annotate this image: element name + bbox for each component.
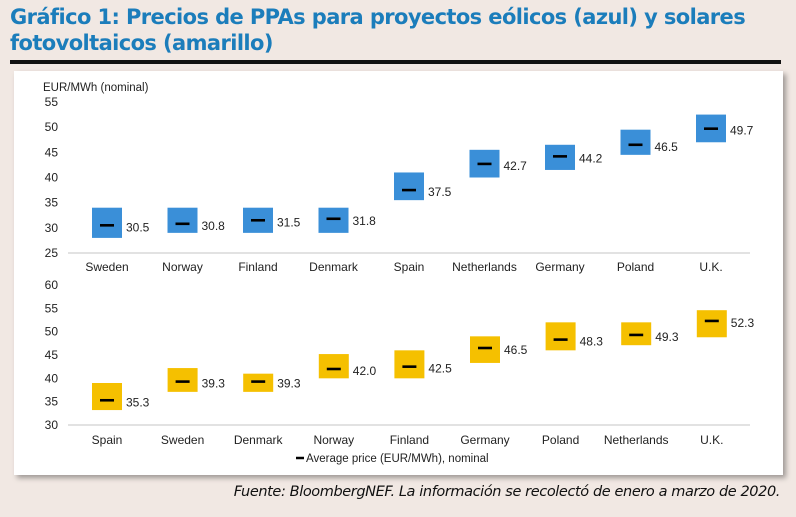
wind-y-tick: 55 xyxy=(45,95,59,109)
wind-data-label: 49.7 xyxy=(730,124,754,138)
solar-x-tick: U.K. xyxy=(700,433,723,447)
solar-y-tick: 55 xyxy=(45,301,59,315)
solar-data-label: 39.3 xyxy=(202,377,226,391)
solar-range-bar xyxy=(545,322,576,351)
legend-label: Average price (EUR/MWh), nominal xyxy=(306,453,489,465)
wind-x-tick: Sweden xyxy=(85,260,128,274)
solar-range-bar xyxy=(470,336,500,363)
solar-data-label: 35.3 xyxy=(126,395,150,409)
wind-x-tick: Netherlands xyxy=(452,260,517,274)
wind-data-label: 46.5 xyxy=(655,140,679,154)
wind-data-label: 42.7 xyxy=(504,159,528,173)
solar-data-label: 39.3 xyxy=(277,377,301,391)
wind-data-label: 31.8 xyxy=(353,214,377,228)
solar-y-tick: 30 xyxy=(45,418,59,432)
solar-range-bar xyxy=(394,350,425,379)
wind-y-tick: 30 xyxy=(45,221,59,235)
wind-data-label: 30.8 xyxy=(202,219,226,233)
solar-x-tick: Sweden xyxy=(161,433,204,447)
wind-x-tick: Poland xyxy=(617,260,654,274)
solar-x-tick: Germany xyxy=(460,433,509,447)
wind-range-bar xyxy=(620,129,651,155)
wind-range-bar xyxy=(92,207,122,238)
wind-range-bar xyxy=(394,172,424,201)
wind-x-tick: Spain xyxy=(394,260,425,274)
solar-data-label: 49.3 xyxy=(655,330,679,344)
wind-y-tick: 25 xyxy=(45,246,59,260)
solar-range-bar xyxy=(318,354,349,379)
solar-range-bar xyxy=(92,383,122,411)
solar-y-tick: 60 xyxy=(45,278,59,292)
wind-range-bar xyxy=(167,207,198,233)
solar-range-bar xyxy=(167,368,198,392)
solar-data-label: 48.3 xyxy=(580,335,604,349)
solar-x-tick: Finland xyxy=(390,433,429,447)
solar-data-label: 52.3 xyxy=(731,316,755,330)
solar-y-tick: 45 xyxy=(45,348,59,362)
solar-data-label: 42.5 xyxy=(428,362,452,376)
chart-title: Gráfico 1: Precios de PPAs para proyecto… xyxy=(10,5,746,55)
wind-y-tick: 35 xyxy=(45,196,59,210)
solar-y-tick: 50 xyxy=(45,325,59,339)
wind-x-tick: Finland xyxy=(238,260,277,274)
wind-y-tick: 40 xyxy=(45,171,59,185)
wind-data-label: 37.5 xyxy=(428,185,452,199)
solar-data-label: 46.5 xyxy=(504,343,528,357)
solar-x-tick: Denmark xyxy=(234,433,284,447)
solar-x-tick: Spain xyxy=(92,433,123,447)
wind-x-tick: Germany xyxy=(535,260,584,274)
chart-panel xyxy=(14,71,783,475)
solar-x-tick: Norway xyxy=(313,433,354,447)
wind-range-bar xyxy=(318,207,349,233)
solar-x-tick: Poland xyxy=(542,433,579,447)
solar-y-tick: 40 xyxy=(45,371,59,385)
wind-y-tick: 50 xyxy=(45,120,59,134)
wind-data-label: 30.5 xyxy=(126,220,150,234)
wind-y-axis-label: EUR/MWh (nominal) xyxy=(43,82,149,94)
wind-x-tick: Norway xyxy=(162,260,203,274)
wind-data-label: 31.5 xyxy=(277,215,301,229)
solar-y-tick: 35 xyxy=(45,395,59,409)
source-footer: Fuente: BloombergNEF. La información se … xyxy=(233,484,781,500)
solar-data-label: 42.0 xyxy=(353,364,377,378)
wind-x-tick: Denmark xyxy=(309,260,359,274)
solar-range-bar xyxy=(696,310,727,338)
wind-x-tick: U.K. xyxy=(699,260,722,274)
wind-y-tick: 45 xyxy=(45,145,59,159)
wind-data-label: 44.2 xyxy=(579,151,603,165)
title-rule xyxy=(10,60,781,64)
solar-x-tick: Netherlands xyxy=(604,433,669,447)
